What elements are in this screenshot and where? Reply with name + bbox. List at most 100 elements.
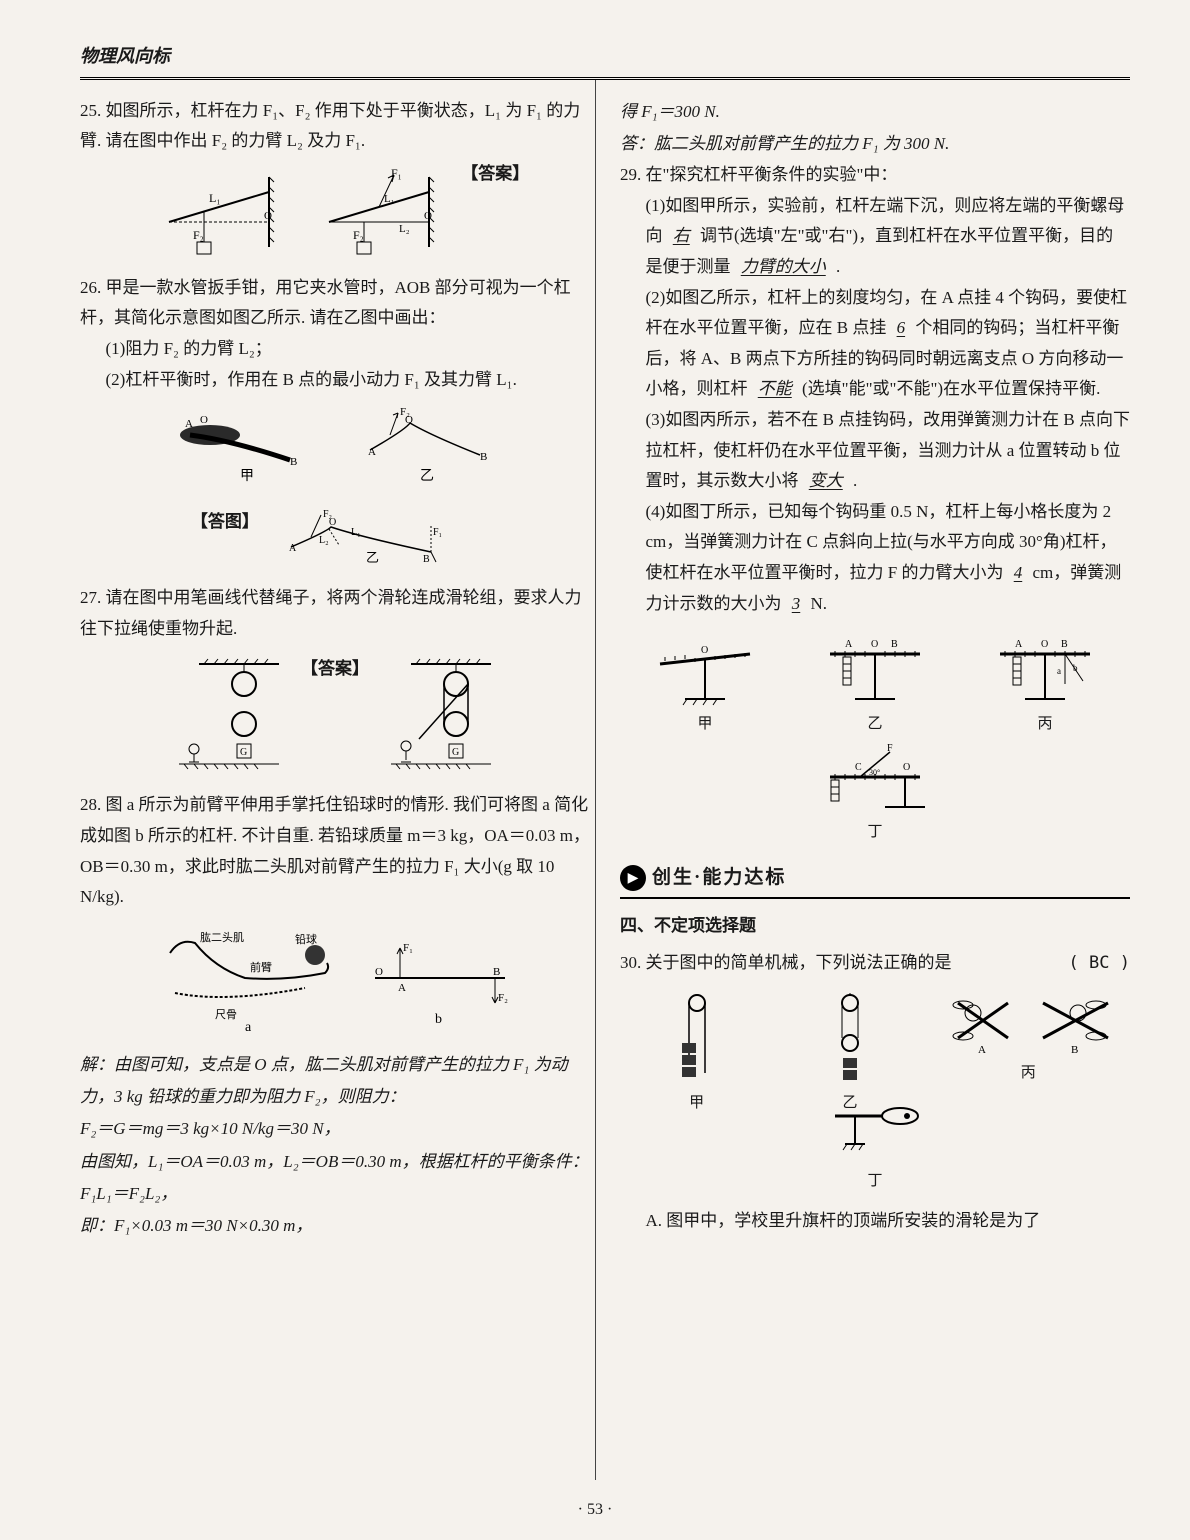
q29-number: 29. (620, 165, 641, 184)
svg-text:O: O (871, 639, 878, 650)
svg-text:F₁: F₁ (403, 942, 413, 954)
q25-figure: L₁ O F₂ F₁ (80, 167, 590, 257)
svg-text:b: b (435, 1012, 442, 1027)
svg-text:L₂: L₂ (319, 535, 329, 546)
content-columns: 25. 如图所示，杠杆在力 F₁、F₂ 作用下处于平衡状态，L₁ 为 F₁ 的力… (80, 96, 1130, 1255)
q28-sol-l2: F₂＝G＝mg＝3 kg×10 N/kg＝30 N， (80, 1113, 590, 1145)
q25-number: 25. (80, 101, 101, 120)
svg-text:O: O (405, 414, 413, 426)
q26-number: 26. (80, 278, 101, 297)
q30-fig-c-label: 丙 (938, 1060, 1118, 1087)
question-27: 27. 请在图中用笔画线代替绳子，将两个滑轮连成滑轮组，要求人力往下拉绳使重物升… (80, 583, 590, 774)
q29-part4: (4)如图丁所示，已知每个钩码重 0.5 N，杠杆上每小格长度为 2 cm，当弹… (620, 497, 1130, 619)
q29-fig-c-label: 丙 (980, 711, 1110, 738)
q26-text: 甲是一款水管扳手钳，用它夹水管时，AOB 部分可视为一个杠杆，其简化示意图如图乙… (80, 278, 571, 328)
q28-text: 图 a 所示为前臂平伸用手掌托住铅球时的情形. 我们可将图 a 简化成如图 b … (80, 795, 590, 906)
svg-text:乙: 乙 (366, 550, 379, 565)
svg-text:O: O (375, 966, 383, 978)
svg-text:B: B (480, 451, 487, 463)
q28-sol-l3: 由图知，L₁＝OA＝0.03 m，L₂＝OB＝0.30 m，根据杠杆的平衡条件： (80, 1146, 590, 1178)
section-header: ▶ 创生·能力达标 (620, 861, 1130, 899)
q26-sub1: (1)阻力 F₂ 的力臂 L₂； (80, 334, 590, 365)
q26-figure-row1: A O B 甲 F₂ A O B 乙 (80, 405, 590, 495)
right-column: 得 F₁＝300 N. 答：肱二头肌对前臂产生的拉力 F₁ 为 300 N. 2… (620, 96, 1130, 1255)
svg-text:前臂: 前臂 (250, 960, 272, 974)
q29-p1b: 调节(选填"左"或"右")，直到杠杆在水平位置平衡，目的是便于测量 (646, 226, 1114, 276)
header-title: 物理风向标 (80, 46, 170, 66)
q29-part3: (3)如图丙所示，若不在 B 点挂钩码，改用弹簧测力计在 B 点向下拉杠杆，使杠… (620, 405, 1130, 497)
svg-text:A: A (185, 418, 193, 430)
svg-text:O: O (424, 210, 432, 222)
svg-text:A: A (1015, 639, 1023, 650)
svg-text:L₁: L₁ (209, 191, 221, 205)
svg-text:C: C (855, 762, 862, 773)
left-column: 25. 如图所示，杠杆在力 F₁、F₂ 作用下处于平衡状态，L₁ 为 F₁ 的力… (80, 96, 590, 1255)
svg-text:A: A (845, 639, 853, 650)
svg-text:A: A (289, 543, 297, 554)
question-25: 25. 如图所示，杠杆在力 F₁、F₂ 作用下处于平衡状态，L₁ 为 F₁ 的力… (80, 96, 590, 257)
q30-fig-a-label: 甲 (632, 1090, 762, 1117)
section-icon: ▶ (620, 865, 646, 891)
svg-text:F₁: F₁ (433, 527, 442, 538)
q26-sub2: (2)杠杆平衡时，作用在 B 点的最小动力 F₁ 及其力臂 L₁. (80, 365, 590, 396)
q25-answer-label: 【答案】 (461, 159, 529, 190)
svg-text:B: B (423, 554, 430, 565)
q30-figures: 甲 乙 (620, 984, 1130, 1200)
q29-p1-ans1: 右 (667, 226, 696, 245)
q29-p2-ans1: 6 (891, 318, 912, 337)
q29-p4c: N. (811, 594, 828, 613)
q28-figure: 肱二头肌 铅球 前臂 尺骨 a F₁ F₂ (80, 923, 590, 1033)
svg-text:F₂: F₂ (498, 992, 508, 1004)
q28-continuation: 得 F₁＝300 N. 答：肱二头肌对前臂产生的拉力 F₁ 为 300 N. (620, 96, 1130, 161)
svg-text:铅球: 铅球 (295, 932, 317, 946)
q28-solution: 解：由图可知，支点是 O 点，肱二头肌对前臂产生的拉力 F₁ 为动力，3 kg … (80, 1049, 590, 1243)
svg-text:B: B (493, 966, 500, 978)
q29-fig-b-label: 乙 (810, 711, 940, 738)
q28-sol-l4: F₁L₁＝F₂L₂， (80, 1178, 590, 1210)
svg-text:G: G (240, 747, 247, 758)
svg-text:L₁: L₁ (351, 527, 361, 538)
q29-figures: O 甲 A O B (620, 625, 1130, 841)
svg-text:a: a (1057, 666, 1061, 676)
q29-p2c: (选填"能"或"不能")在水平位置保持平衡. (802, 379, 1100, 398)
q30-answer: ( BC ) (1069, 948, 1130, 979)
q28-number: 28. (80, 795, 101, 814)
svg-text:F₂: F₂ (353, 228, 364, 242)
column-divider (595, 80, 596, 1480)
svg-text:O: O (903, 762, 910, 773)
svg-text:L₁: L₁ (384, 193, 395, 205)
q29-p4-ans2: 3 (786, 594, 807, 613)
svg-text:乙: 乙 (420, 468, 434, 484)
q26-figure-row2: 【答图】 F₂ L₂ L₁ F₁ A O B (80, 507, 590, 567)
svg-text:O: O (200, 414, 208, 426)
q26-answer-label: 【答图】 (191, 512, 259, 531)
svg-text:尺骨: 尺骨 (215, 1008, 237, 1021)
section-title: 创生·能力达标 (652, 861, 786, 895)
svg-text:O: O (264, 210, 272, 222)
svg-text:b: b (1073, 663, 1078, 673)
page-number: · 53 · (0, 1496, 1190, 1525)
q29-p2-ans2: 不能 (752, 379, 798, 398)
svg-text:G: G (452, 747, 459, 758)
question-26: 26. 甲是一款水管扳手钳，用它夹水管时，AOB 部分可视为一个杠杆，其简化示意… (80, 273, 590, 567)
q28-sol-l1: 解：由图可知，支点是 O 点，肱二头肌对前臂产生的拉力 F₁ 为动力，3 kg … (80, 1049, 590, 1114)
svg-text:O: O (329, 517, 336, 528)
svg-text:O: O (1041, 639, 1048, 650)
q30-fig-d-label: 丁 (825, 1168, 925, 1195)
q29-p3a: (3)如图丙所示，若不在 B 点挂钩码，改用弹簧测力计在 B 点向下拉杠杆，使杠… (646, 410, 1131, 490)
svg-text:B: B (1071, 1044, 1078, 1056)
question-29: 29. 在"探究杠杆平衡条件的实验"中： (1)如图甲所示，实验前，杠杆左端下沉… (620, 160, 1130, 841)
q27-answer-label: 【答案】 (301, 659, 369, 678)
q30-text: 关于图中的简单机械，下列说法正确的是 (646, 953, 952, 972)
svg-text:甲: 甲 (240, 469, 254, 484)
q27-text: 请在图中用笔画线代替绳子，将两个滑轮连成滑轮组，要求人力往下拉绳使重物升起. (80, 588, 582, 638)
svg-text:B: B (290, 456, 297, 468)
q29-part2: (2)如图乙所示，杠杆上的刻度均匀，在 A 点挂 4 个钩码，要使杠杆在水平位置… (620, 283, 1130, 405)
svg-text:A: A (398, 982, 406, 994)
page-header: 物理风向标 (80, 40, 1130, 80)
q29-fig-a-label: 甲 (640, 711, 770, 738)
q27-figure: G 【答案】 (80, 654, 590, 774)
q29-part1: (1)如图甲所示，实验前，杠杆左端下沉，则应将左端的平衡螺母向 右 调节(选填"… (620, 191, 1130, 283)
svg-text:a: a (245, 1020, 252, 1033)
q29-fig-d-label: 丁 (810, 819, 940, 846)
